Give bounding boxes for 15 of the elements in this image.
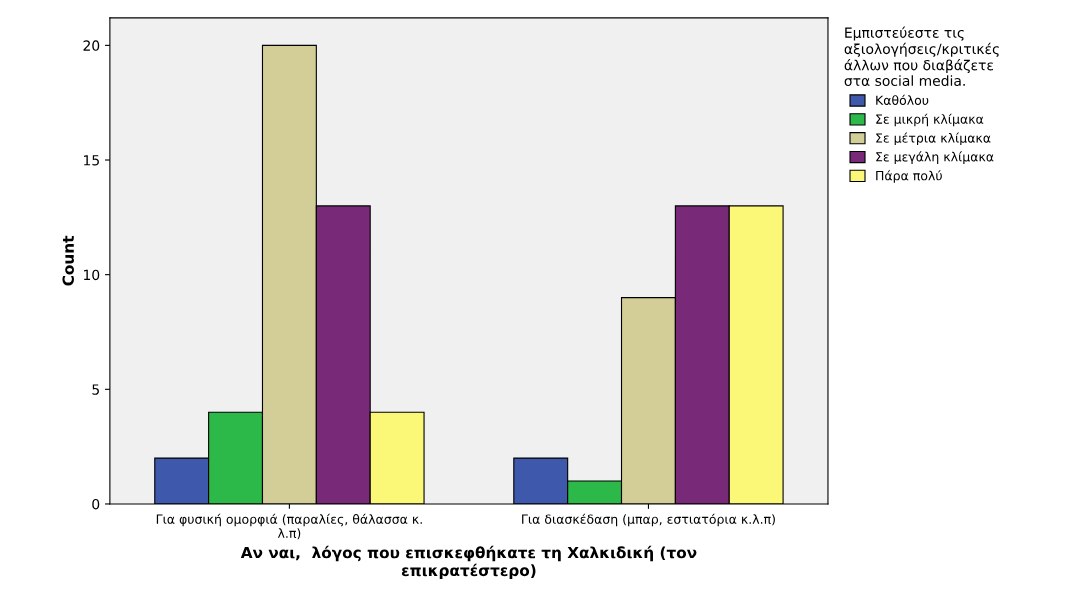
y-tick-label: 10 (84, 269, 100, 281)
legend-label: Σε μέτρια κλίμακα (876, 132, 991, 146)
x-tick-label: Για διασκέδαση (μπαρ, εστιατόρια κ.λ.π) (522, 513, 775, 527)
legend-title: Εμπιστεύεστε τις αξιολογήσεις/κριτικές άλλων που διαβάζετε στα social media. (844, 26, 999, 86)
y-tick-label: 5 (92, 384, 99, 395)
legend-label: Σε μεγάλη κλίμακα (876, 151, 994, 164)
legend-label: Σε μικρή κλίμακα (876, 113, 984, 127)
y-tick-label: 0 (92, 498, 100, 510)
x-axis-title: Αν ναι, λόγος που επισκεφθήκατε τη Χαλκιδική (τον επικρατέστερο) (240, 545, 697, 580)
y-tick-label: 15 (84, 155, 99, 166)
y-axis-title: Count (62, 235, 74, 286)
legend-label: Πάρα πολύ (876, 170, 942, 183)
legend-label: Καθόλου (876, 94, 929, 105)
y-tick-label: 20 (83, 40, 100, 51)
x-tick-label: Για φυσική ομορφιά (παραλίες, θάλασσα κ. λ.π) (156, 513, 422, 540)
